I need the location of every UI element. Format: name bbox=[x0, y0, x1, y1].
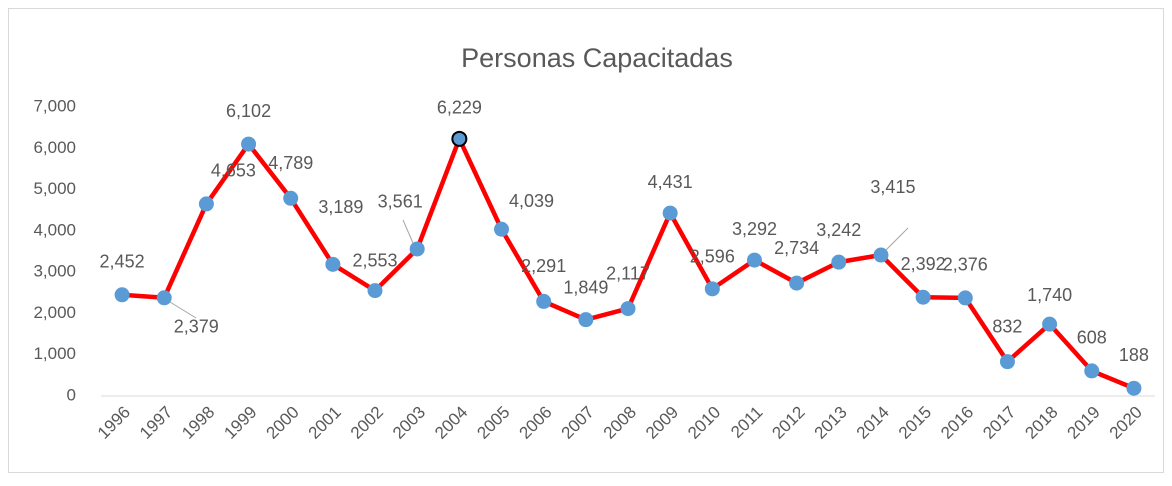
y-tick-label: 1,000 bbox=[33, 344, 76, 363]
data-label: 3,189 bbox=[318, 197, 363, 217]
data-label: 4,039 bbox=[509, 191, 554, 211]
marker bbox=[620, 301, 636, 317]
marker bbox=[578, 312, 594, 328]
leader-line bbox=[169, 301, 197, 319]
marker bbox=[746, 252, 762, 268]
data-label: 608 bbox=[1077, 328, 1107, 348]
marker bbox=[704, 281, 720, 297]
marker bbox=[409, 241, 425, 257]
marker bbox=[156, 290, 172, 306]
data-label: 2,117 bbox=[606, 263, 650, 283]
data-label: 1,849 bbox=[563, 277, 608, 297]
marker bbox=[873, 247, 889, 263]
data-label: 6,229 bbox=[437, 98, 482, 118]
leader-line bbox=[884, 227, 909, 252]
marker bbox=[536, 293, 552, 309]
data-label: 2,452 bbox=[100, 252, 145, 272]
y-tick-label: 7,000 bbox=[33, 96, 76, 115]
data-label: 832 bbox=[992, 316, 1022, 336]
marker bbox=[325, 256, 341, 272]
data-label: 3,415 bbox=[870, 177, 915, 197]
marker bbox=[198, 196, 214, 212]
data-label: 2,379 bbox=[174, 317, 219, 337]
data-label: 3,292 bbox=[732, 219, 777, 239]
leader-line bbox=[402, 219, 414, 244]
marker bbox=[241, 136, 257, 152]
marker bbox=[1042, 316, 1058, 332]
marker bbox=[915, 289, 931, 305]
chart-title: Personas Capacitadas bbox=[461, 43, 733, 73]
data-label: 2,376 bbox=[943, 255, 988, 275]
data-label: 3,561 bbox=[378, 192, 423, 212]
y-tick-label: 6,000 bbox=[33, 138, 76, 157]
data-label: 2,596 bbox=[690, 247, 735, 267]
data-label: 2,553 bbox=[353, 250, 398, 270]
marker bbox=[367, 283, 383, 299]
y-tick-label: 5,000 bbox=[33, 179, 76, 198]
y-tick-label: 0 bbox=[67, 385, 76, 404]
marker bbox=[831, 254, 847, 270]
marker bbox=[494, 221, 510, 237]
data-label: 4,653 bbox=[211, 161, 256, 181]
data-label: 4,431 bbox=[648, 172, 693, 192]
marker bbox=[1126, 380, 1142, 396]
data-label: 2,291 bbox=[521, 256, 566, 276]
y-tick-label: 2,000 bbox=[33, 303, 76, 322]
y-tick-label: 4,000 bbox=[33, 220, 76, 239]
data-label: 1,740 bbox=[1027, 285, 1072, 305]
data-label: 3,242 bbox=[816, 220, 861, 240]
marker bbox=[999, 354, 1015, 370]
data-label: 2,734 bbox=[774, 238, 819, 258]
data-label: 6,102 bbox=[226, 101, 271, 121]
marker bbox=[957, 290, 973, 306]
chart-border bbox=[8, 8, 1164, 473]
marker bbox=[451, 130, 468, 147]
y-tick-label: 3,000 bbox=[33, 262, 76, 281]
data-label: 2,392 bbox=[901, 254, 946, 274]
marker bbox=[662, 205, 678, 221]
marker bbox=[283, 190, 299, 206]
data-label: 4,789 bbox=[268, 153, 313, 173]
data-label: 188 bbox=[1119, 345, 1149, 365]
marker bbox=[1084, 363, 1100, 379]
marker bbox=[789, 275, 805, 291]
marker bbox=[114, 287, 130, 303]
